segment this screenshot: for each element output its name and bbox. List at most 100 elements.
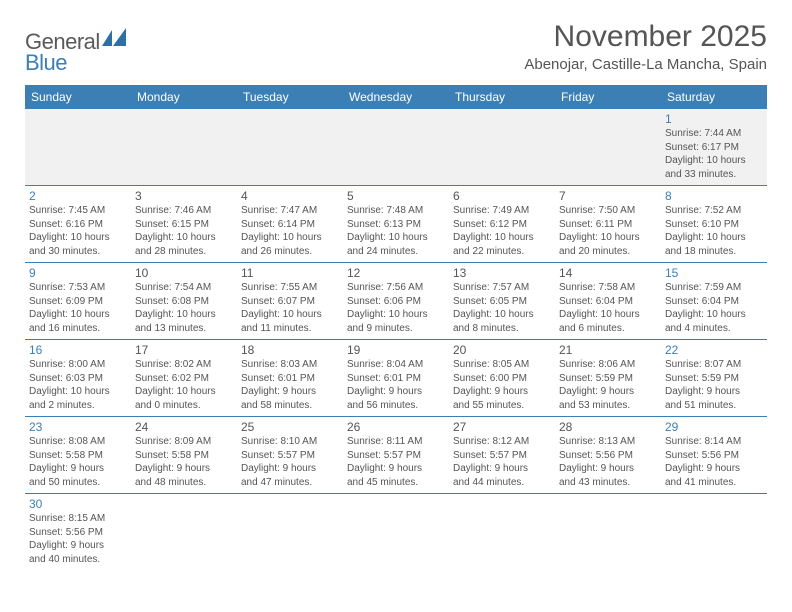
day-info: Sunrise: 8:14 AMSunset: 5:56 PMDaylight:… [665, 435, 763, 489]
day-number: 20 [453, 343, 551, 357]
day-number: 13 [453, 266, 551, 280]
day-header: Saturday [661, 85, 767, 109]
day-number: 7 [559, 189, 657, 203]
day-info: Sunrise: 7:59 AMSunset: 6:04 PMDaylight:… [665, 281, 763, 335]
calendar-cell: 8Sunrise: 7:52 AMSunset: 6:10 PMDaylight… [661, 186, 767, 263]
calendar-row: 23Sunrise: 8:08 AMSunset: 5:58 PMDayligh… [25, 417, 767, 494]
day-number: 26 [347, 420, 445, 434]
calendar-cell: 11Sunrise: 7:55 AMSunset: 6:07 PMDayligh… [237, 263, 343, 340]
calendar-row: 9Sunrise: 7:53 AMSunset: 6:09 PMDaylight… [25, 263, 767, 340]
calendar-row: 2Sunrise: 7:45 AMSunset: 6:16 PMDaylight… [25, 186, 767, 263]
day-info: Sunrise: 8:12 AMSunset: 5:57 PMDaylight:… [453, 435, 551, 489]
calendar-cell: 7Sunrise: 7:50 AMSunset: 6:11 PMDaylight… [555, 186, 661, 263]
day-number: 11 [241, 266, 339, 280]
day-number: 22 [665, 343, 763, 357]
day-info: Sunrise: 7:53 AMSunset: 6:09 PMDaylight:… [29, 281, 127, 335]
day-info: Sunrise: 7:44 AMSunset: 6:17 PMDaylight:… [665, 127, 763, 181]
calendar-table: SundayMondayTuesdayWednesdayThursdayFrid… [25, 85, 767, 570]
day-info: Sunrise: 8:09 AMSunset: 5:58 PMDaylight:… [135, 435, 233, 489]
day-number: 17 [135, 343, 233, 357]
month-title: November 2025 [524, 20, 767, 54]
calendar-cell: 26Sunrise: 8:11 AMSunset: 5:57 PMDayligh… [343, 417, 449, 494]
calendar-cell [343, 494, 449, 571]
day-number: 6 [453, 189, 551, 203]
day-info: Sunrise: 8:15 AMSunset: 5:56 PMDaylight:… [29, 512, 127, 566]
calendar-cell [343, 109, 449, 186]
day-number: 29 [665, 420, 763, 434]
calendar-cell: 12Sunrise: 7:56 AMSunset: 6:06 PMDayligh… [343, 263, 449, 340]
calendar-body: 1Sunrise: 7:44 AMSunset: 6:17 PMDaylight… [25, 109, 767, 570]
calendar-cell [131, 494, 237, 571]
day-info: Sunrise: 7:52 AMSunset: 6:10 PMDaylight:… [665, 204, 763, 258]
day-number: 27 [453, 420, 551, 434]
day-number: 30 [29, 497, 127, 511]
day-info: Sunrise: 7:55 AMSunset: 6:07 PMDaylight:… [241, 281, 339, 335]
calendar-cell [449, 109, 555, 186]
day-number: 23 [29, 420, 127, 434]
calendar-cell: 16Sunrise: 8:00 AMSunset: 6:03 PMDayligh… [25, 340, 131, 417]
day-info: Sunrise: 7:57 AMSunset: 6:05 PMDaylight:… [453, 281, 551, 335]
day-header: Thursday [449, 85, 555, 109]
calendar-cell [237, 494, 343, 571]
day-header: Monday [131, 85, 237, 109]
day-number: 25 [241, 420, 339, 434]
calendar-cell: 4Sunrise: 7:47 AMSunset: 6:14 PMDaylight… [237, 186, 343, 263]
day-info: Sunrise: 7:46 AMSunset: 6:15 PMDaylight:… [135, 204, 233, 258]
day-number: 15 [665, 266, 763, 280]
day-info: Sunrise: 7:58 AMSunset: 6:04 PMDaylight:… [559, 281, 657, 335]
day-header: Sunday [25, 85, 131, 109]
day-info: Sunrise: 8:04 AMSunset: 6:01 PMDaylight:… [347, 358, 445, 412]
day-number: 10 [135, 266, 233, 280]
calendar-cell: 25Sunrise: 8:10 AMSunset: 5:57 PMDayligh… [237, 417, 343, 494]
calendar-cell: 1Sunrise: 7:44 AMSunset: 6:17 PMDaylight… [661, 109, 767, 186]
day-info: Sunrise: 7:56 AMSunset: 6:06 PMDaylight:… [347, 281, 445, 335]
day-number: 8 [665, 189, 763, 203]
calendar-cell: 28Sunrise: 8:13 AMSunset: 5:56 PMDayligh… [555, 417, 661, 494]
calendar-cell: 2Sunrise: 7:45 AMSunset: 6:16 PMDaylight… [25, 186, 131, 263]
day-number: 18 [241, 343, 339, 357]
calendar-cell: 21Sunrise: 8:06 AMSunset: 5:59 PMDayligh… [555, 340, 661, 417]
day-number: 14 [559, 266, 657, 280]
calendar-cell: 22Sunrise: 8:07 AMSunset: 5:59 PMDayligh… [661, 340, 767, 417]
day-header-row: SundayMondayTuesdayWednesdayThursdayFrid… [25, 85, 767, 109]
location-subtitle: Abenojar, Castille-La Mancha, Spain [524, 56, 767, 73]
calendar-cell [237, 109, 343, 186]
flag-icon [102, 28, 130, 51]
day-info: Sunrise: 8:00 AMSunset: 6:03 PMDaylight:… [29, 358, 127, 412]
calendar-cell [131, 109, 237, 186]
calendar-cell [661, 494, 767, 571]
day-info: Sunrise: 8:02 AMSunset: 6:02 PMDaylight:… [135, 358, 233, 412]
calendar-cell: 9Sunrise: 7:53 AMSunset: 6:09 PMDaylight… [25, 263, 131, 340]
day-header: Tuesday [237, 85, 343, 109]
day-info: Sunrise: 8:13 AMSunset: 5:56 PMDaylight:… [559, 435, 657, 489]
calendar-cell: 24Sunrise: 8:09 AMSunset: 5:58 PMDayligh… [131, 417, 237, 494]
day-number: 3 [135, 189, 233, 203]
calendar-cell: 20Sunrise: 8:05 AMSunset: 6:00 PMDayligh… [449, 340, 555, 417]
calendar-row: 16Sunrise: 8:00 AMSunset: 6:03 PMDayligh… [25, 340, 767, 417]
day-number: 1 [665, 112, 763, 126]
day-number: 5 [347, 189, 445, 203]
calendar-cell: 19Sunrise: 8:04 AMSunset: 6:01 PMDayligh… [343, 340, 449, 417]
day-number: 12 [347, 266, 445, 280]
calendar-cell: 3Sunrise: 7:46 AMSunset: 6:15 PMDaylight… [131, 186, 237, 263]
day-number: 24 [135, 420, 233, 434]
logo-sub: Blue [25, 50, 67, 76]
calendar-cell [449, 494, 555, 571]
calendar-cell [555, 109, 661, 186]
day-number: 28 [559, 420, 657, 434]
calendar-cell: 29Sunrise: 8:14 AMSunset: 5:56 PMDayligh… [661, 417, 767, 494]
day-info: Sunrise: 8:05 AMSunset: 6:00 PMDaylight:… [453, 358, 551, 412]
day-info: Sunrise: 7:50 AMSunset: 6:11 PMDaylight:… [559, 204, 657, 258]
day-info: Sunrise: 8:03 AMSunset: 6:01 PMDaylight:… [241, 358, 339, 412]
calendar-cell: 5Sunrise: 7:48 AMSunset: 6:13 PMDaylight… [343, 186, 449, 263]
day-info: Sunrise: 7:54 AMSunset: 6:08 PMDaylight:… [135, 281, 233, 335]
calendar-page: General November 2025 Abenojar, Castille… [0, 0, 792, 590]
day-info: Sunrise: 7:49 AMSunset: 6:12 PMDaylight:… [453, 204, 551, 258]
day-header: Wednesday [343, 85, 449, 109]
day-info: Sunrise: 8:08 AMSunset: 5:58 PMDaylight:… [29, 435, 127, 489]
day-info: Sunrise: 8:07 AMSunset: 5:59 PMDaylight:… [665, 358, 763, 412]
day-info: Sunrise: 7:48 AMSunset: 6:13 PMDaylight:… [347, 204, 445, 258]
day-header: Friday [555, 85, 661, 109]
day-info: Sunrise: 7:45 AMSunset: 6:16 PMDaylight:… [29, 204, 127, 258]
calendar-cell: 23Sunrise: 8:08 AMSunset: 5:58 PMDayligh… [25, 417, 131, 494]
